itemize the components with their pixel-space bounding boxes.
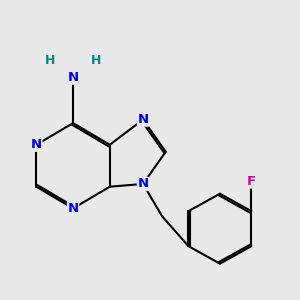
Text: N: N <box>31 138 42 151</box>
Text: F: F <box>247 175 256 188</box>
Text: H: H <box>91 54 101 67</box>
Text: N: N <box>68 202 79 215</box>
Text: N: N <box>137 113 148 126</box>
Text: N: N <box>68 71 79 84</box>
Text: H: H <box>45 54 56 67</box>
Text: N: N <box>137 177 148 190</box>
